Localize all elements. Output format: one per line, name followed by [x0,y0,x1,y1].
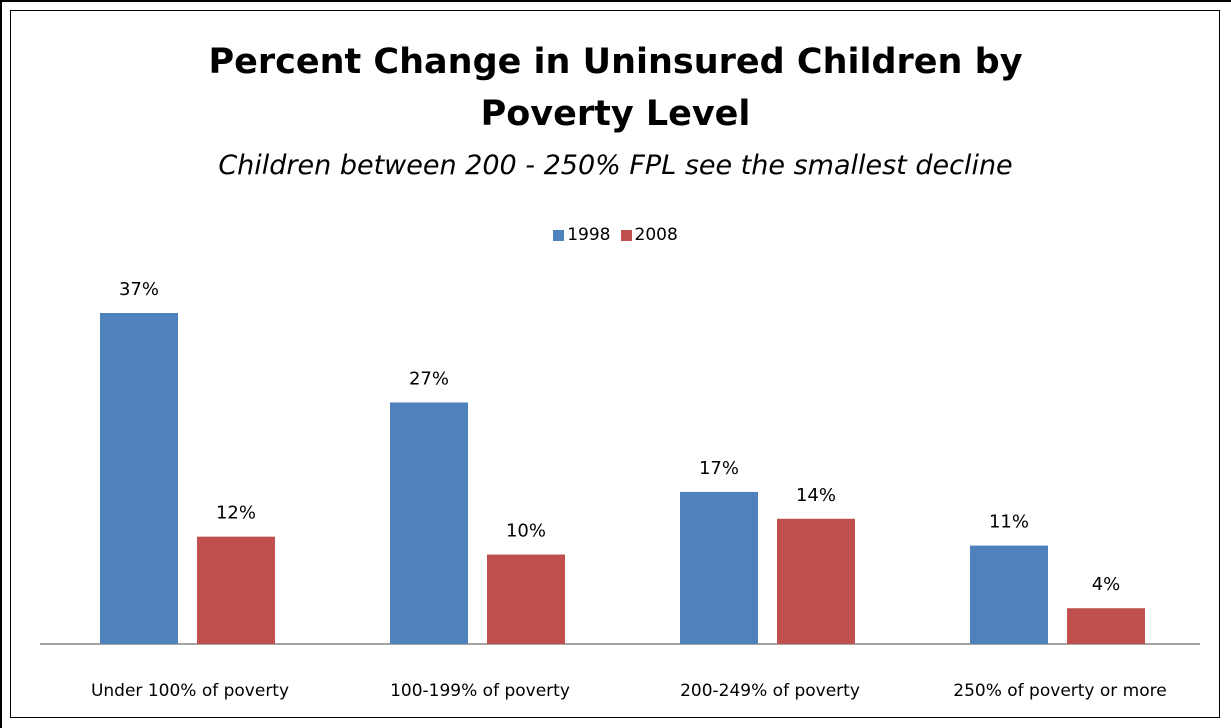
data-label-1998-2: 17% [699,458,739,479]
legend-swatch-2008 [620,229,632,241]
category-label-1: 100-199% of poverty [390,681,570,701]
category-label-3: 250% of poverty or more [953,681,1166,701]
bars-group [100,313,1145,644]
chart-title: Percent Change in Uninsured Children by P… [208,42,1023,134]
data-label-2008-1: 10% [506,521,546,542]
category-label-0: Under 100% of poverty [91,681,289,701]
data-label-2008-0: 12% [216,503,256,524]
bar-2008-0 [197,536,275,644]
data-label-2008-2: 14% [796,485,836,506]
bar-1998-2 [680,491,758,644]
legend-item-2008: 2008 [620,225,678,245]
legend-item-1998: 1998 [553,225,611,245]
legend-label-2008: 2008 [634,225,678,245]
bar-2008-1 [487,554,565,644]
category-label-2: 200-249% of poverty [680,681,860,701]
chart-legend: 1998 2008 [0,225,1231,245]
bar-1998-1 [390,402,468,644]
chart-subtitle: Children between 200 - 250% FPL see the … [218,150,1013,181]
bar-1998-0 [100,313,178,644]
data-label-1998-1: 27% [409,368,449,389]
data-labels-group: 37% 12% 27% 10% 17% 14% 11% 4% [119,279,1120,595]
bar-2008-3 [1067,608,1145,644]
category-labels-group: Under 100% of poverty 100-199% of poverty… [91,681,1167,701]
legend-label-1998: 1998 [567,225,611,245]
data-label-2008-3: 4% [1092,574,1121,595]
data-label-1998-3: 11% [989,512,1029,533]
bar-1998-3 [970,545,1048,644]
legend-swatch-1998 [553,229,565,241]
data-label-1998-0: 37% [119,279,159,300]
bar-2008-2 [777,518,855,644]
